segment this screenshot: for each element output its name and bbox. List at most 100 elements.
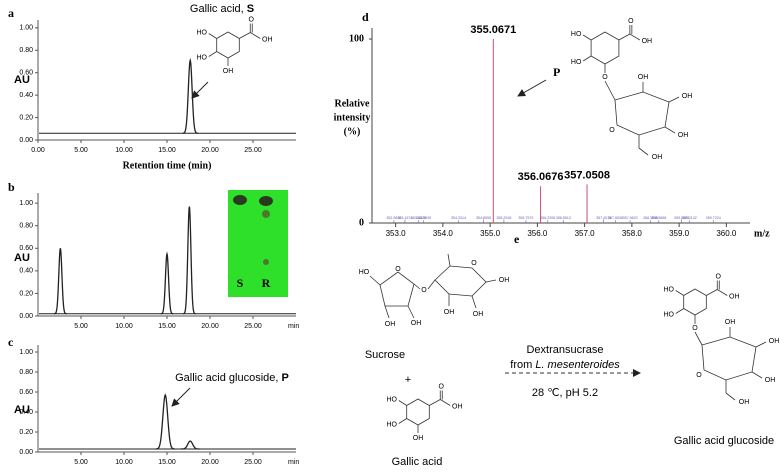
bond [582, 34, 592, 41]
peak-label: 359.2142 [682, 216, 697, 220]
x-tick-label: 20.00 [201, 459, 219, 466]
peak-label: 357.6538 [608, 216, 623, 220]
atom-label: HO [386, 396, 397, 403]
bond [638, 147, 649, 156]
bond [447, 253, 451, 267]
bond [668, 96, 680, 103]
peak-label: 357.9623 [623, 216, 638, 220]
title-bold: P [282, 372, 289, 384]
tlc-plate [228, 190, 288, 297]
x-tick-label: 359.0 [669, 229, 690, 238]
x-tick-label: 10.00 [115, 147, 133, 154]
y-tick-label: 0.60 [19, 389, 33, 396]
enzyme: Dextransucrase [526, 344, 603, 356]
compound-name: Gallic acid glucoside [674, 435, 774, 447]
peak-label: 359.0523 [674, 216, 689, 220]
peak-label: 359.7224 [706, 216, 721, 220]
y-axis-label: intensity [334, 112, 371, 123]
title-text: Gallic acid, [190, 3, 244, 15]
x-axis-label: Retention time (min) [123, 160, 212, 171]
atom-label: OH [385, 321, 396, 328]
bond [407, 305, 415, 319]
y-tick-label: 1.00 [19, 25, 33, 32]
atom-label: HO [663, 286, 674, 293]
x-tick-label: 5.00 [74, 323, 88, 330]
atom-label: HO [196, 29, 207, 36]
atom-label: OH [729, 293, 740, 300]
peak-label: 355.7579 [518, 216, 533, 220]
prefix: from [510, 359, 532, 371]
panel-label: a [8, 6, 14, 20]
organism: L. mesenteroides [535, 359, 620, 371]
peak-label: 358.5698 [651, 216, 666, 220]
y-tick-label: 0.80 [19, 47, 33, 54]
atom-label: OH [682, 93, 693, 100]
x-tick-label: 10.00 [115, 459, 133, 466]
atom-label: HO [386, 421, 397, 428]
x-tick-label: 360.0 [716, 229, 737, 238]
bond [413, 283, 421, 290]
panel-label: c [8, 335, 14, 349]
x-tick-label: 358.0 [622, 229, 643, 238]
bond [429, 399, 441, 406]
atom-label: OH [652, 154, 663, 161]
y-tick-label: 0.40 [19, 409, 33, 416]
x-tick-label: 354.0 [433, 229, 454, 238]
x-axis-label: min [288, 323, 299, 330]
bond [398, 418, 407, 424]
bond [384, 305, 390, 319]
atom-label: OH [411, 320, 422, 327]
enzyme-source: from L. mesenteroides [510, 359, 620, 371]
tlc-spot [262, 210, 270, 218]
y-tick-label: 100 [349, 33, 364, 44]
x-tick-label: 353.0 [386, 229, 407, 238]
atom-label: O [602, 74, 608, 81]
y-tick-label: 0.80 [19, 369, 33, 376]
atom-label: O [439, 383, 445, 390]
tlc-lane-label: R [262, 276, 271, 290]
atom-label: OH [499, 277, 510, 284]
atom-label: O [421, 287, 427, 294]
atom-label: O [395, 266, 401, 273]
y-tick-label: 0 [359, 217, 364, 228]
atom-label: O [249, 16, 255, 23]
y-axis-label: AU [14, 74, 30, 86]
peak-label: 356.2206 [540, 216, 555, 220]
compound-name: Sucrose [365, 349, 405, 361]
chart-title: Gallic acid glucoside, P [175, 372, 289, 384]
atom-label: OH [638, 74, 649, 81]
x-tick-label: 15.00 [158, 459, 176, 466]
atom-label: OH [452, 403, 463, 410]
atom-label: O [609, 127, 615, 134]
y-axis-label: AU [14, 404, 30, 416]
conditions: 28 ℃, pH 5.2 [532, 387, 598, 399]
atom-label: HO [359, 269, 370, 276]
y-tick-label: 0.00 [19, 449, 33, 456]
y-tick-label: 1.00 [19, 200, 33, 207]
atom-label: OH [678, 132, 689, 139]
x-axis-label: min [288, 459, 299, 466]
bond [582, 55, 592, 62]
y-tick-label: 0.60 [19, 245, 33, 252]
y-tick-label: 0.20 [19, 114, 33, 121]
y-tick-label: 0.20 [19, 429, 33, 436]
y-axis-label: AU [14, 252, 30, 264]
x-tick-label: 25.00 [244, 147, 262, 154]
bond [664, 126, 676, 134]
tlc-spot [233, 195, 247, 205]
bond [706, 289, 718, 296]
bond [250, 32, 261, 39]
bond [398, 400, 407, 406]
peak-label: 353.4829 [411, 216, 426, 220]
bond [440, 399, 451, 406]
atom-label: HO [571, 31, 582, 38]
bond [629, 33, 641, 41]
x-tick-label: 5.00 [74, 459, 88, 466]
panel-label: d [362, 10, 369, 24]
atom-label: O [471, 260, 477, 267]
x-tick-label: 15.00 [158, 323, 176, 330]
arrow [171, 387, 191, 407]
y-tick-label: 0.60 [19, 70, 33, 77]
